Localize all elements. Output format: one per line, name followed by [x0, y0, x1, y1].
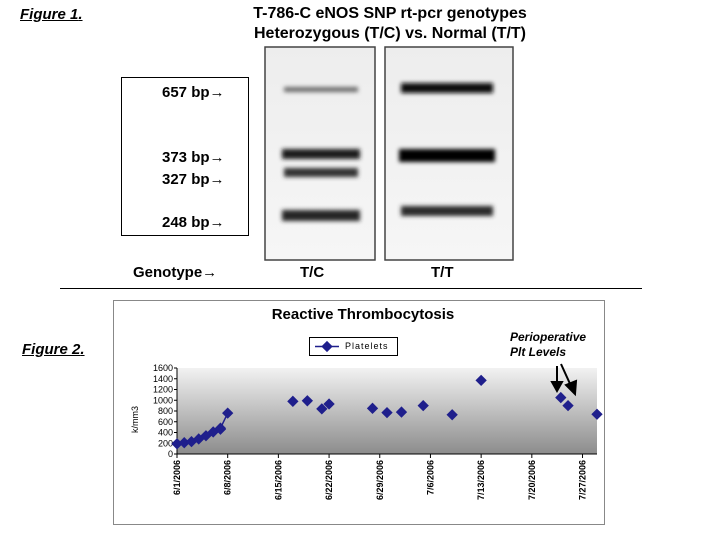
marker-248: 248 bp→ [162, 214, 225, 231]
section-divider [60, 288, 642, 289]
gel-image [264, 46, 514, 261]
figure-1-title-line1: T-786-C eNOS SNP rt-pcr genotypes [253, 5, 527, 22]
band-tc-248 [282, 210, 360, 221]
band-tc-373 [282, 149, 360, 159]
figure-1-label-suffix: . [78, 6, 83, 23]
perioperative-annotation: Perioperative Plt Levels [510, 330, 586, 360]
marker-327: 327 bp→ [162, 171, 225, 188]
band-tc-657 [284, 87, 358, 92]
annotation-line1: Perioperative [510, 330, 587, 344]
annotation-line2: Plt Levels [510, 345, 567, 359]
figure-2-label-text: Figure 2 [22, 341, 81, 358]
figure-1-label-text: Figure 1 [20, 6, 79, 23]
band-tt-248 [401, 206, 493, 216]
figure-1-label: Figure 1. [20, 6, 83, 23]
chart-legend: Platelets [309, 337, 398, 356]
band-tt-657 [401, 83, 493, 93]
lane-label-tc: T/C [300, 264, 325, 281]
chart-title: Reactive Thrombocytosis [271, 306, 455, 323]
figure-1-title: T-786-C eNOS SNP rt-pcr genotypes Hetero… [210, 4, 570, 44]
marker-657: 657 bp→ [162, 84, 225, 101]
marker-373: 373 bp→ [162, 149, 225, 166]
figure-1-title-line2: Heterozygous (T/C) vs. Normal (T/T) [253, 25, 527, 42]
legend-series-marker [315, 340, 339, 353]
band-tt-373 [399, 149, 495, 162]
band-tc-327 [284, 168, 358, 177]
lane-label-tt: T/T [431, 264, 454, 281]
marker-box [121, 77, 249, 236]
figure-2-label-suffix: . [80, 341, 85, 358]
legend-series-label: Platelets [345, 341, 389, 351]
genotype-label: Genotype→ [133, 264, 218, 281]
figure-2-label: Figure 2. [22, 341, 85, 358]
